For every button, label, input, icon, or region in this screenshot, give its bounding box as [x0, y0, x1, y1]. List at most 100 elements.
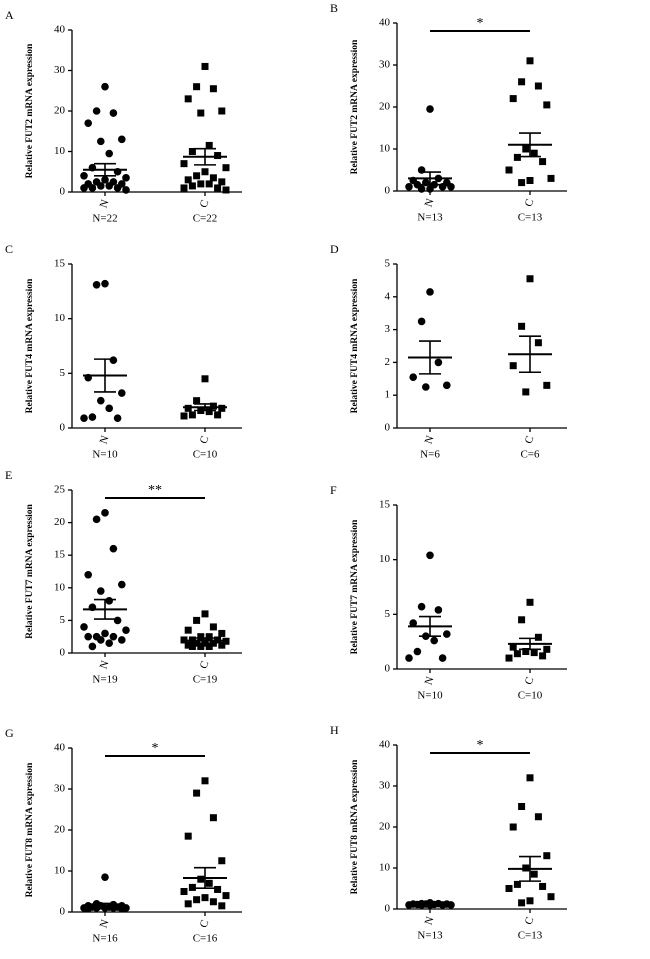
data-point — [184, 626, 192, 634]
data-point — [417, 185, 426, 193]
data-point — [197, 875, 205, 883]
y-tick-label: 10 — [379, 862, 391, 874]
data-point — [422, 383, 430, 391]
x-tick-label: N — [98, 198, 112, 210]
data-point — [509, 643, 517, 651]
data-point — [222, 892, 230, 900]
data-point — [522, 388, 530, 396]
data-point — [218, 107, 226, 115]
data-point — [197, 180, 205, 188]
data-point — [426, 105, 434, 113]
x-tick-label: C — [198, 918, 212, 929]
panel-label: F — [330, 483, 337, 497]
group-label: C=13 — [518, 930, 543, 942]
data-point — [513, 650, 521, 658]
data-point — [101, 82, 109, 91]
data-point — [84, 570, 92, 579]
data-point — [426, 551, 434, 560]
data-point — [188, 642, 196, 650]
data-point — [426, 288, 434, 296]
data-point — [184, 95, 192, 103]
data-point — [218, 404, 226, 412]
group-label: C=19 — [193, 674, 218, 686]
data-point — [539, 158, 547, 166]
x-tick-label: C — [523, 197, 537, 208]
y-tick-label: 15 — [54, 258, 66, 270]
data-point — [518, 179, 526, 187]
data-point — [543, 381, 551, 389]
data-point — [113, 414, 122, 422]
y-tick-label: 0 — [385, 185, 391, 197]
data-point — [105, 597, 113, 605]
data-point — [193, 83, 201, 91]
y-tick-label: 0 — [60, 647, 66, 659]
data-point — [214, 411, 222, 419]
y-tick-label: 0 — [60, 186, 66, 198]
data-point — [113, 616, 122, 625]
y-tick-label: 20 — [54, 516, 66, 528]
data-point — [201, 777, 209, 785]
y-tick-label: 30 — [54, 64, 66, 76]
panel-label: C — [5, 242, 13, 256]
data-point — [543, 101, 551, 109]
x-tick-label: N — [423, 434, 437, 446]
data-point — [513, 880, 521, 888]
data-point — [430, 636, 439, 645]
y-tick-label: 0 — [60, 422, 66, 434]
data-point — [118, 389, 126, 397]
significance-label: ** — [148, 483, 162, 498]
data-point — [118, 135, 126, 144]
data-point — [88, 642, 97, 651]
data-point — [426, 185, 434, 193]
x-tick-label: C — [198, 659, 212, 670]
y-tick-label: 0 — [385, 422, 391, 434]
data-point — [209, 623, 217, 631]
data-point — [543, 852, 551, 860]
data-point — [180, 160, 188, 168]
data-point — [526, 275, 534, 283]
data-point — [188, 148, 196, 155]
y-tick-label: 30 — [379, 59, 391, 71]
y-tick-label: 40 — [379, 17, 391, 29]
x-tick-label: C — [198, 198, 212, 209]
y-tick-label: 25 — [54, 484, 66, 496]
data-point — [184, 832, 192, 840]
data-point — [209, 898, 217, 906]
data-point — [409, 373, 418, 381]
y-tick-label: 10 — [54, 312, 66, 324]
y-tick-label: 15 — [379, 499, 391, 511]
y-tick-label: 20 — [54, 105, 66, 117]
y-tick-label: 20 — [54, 824, 66, 836]
y-tick-label: 20 — [379, 101, 391, 113]
data-point — [522, 145, 530, 153]
data-point — [222, 164, 230, 172]
y-tick-label: 40 — [379, 739, 391, 751]
data-point — [447, 183, 455, 191]
x-tick-label: N — [423, 915, 437, 927]
data-point — [109, 632, 118, 641]
x-tick-label: N — [98, 659, 112, 671]
data-point — [92, 280, 101, 289]
y-tick-label: 5 — [385, 608, 391, 620]
data-point — [509, 362, 517, 370]
data-point — [180, 184, 188, 192]
data-point — [434, 358, 443, 367]
data-point — [513, 153, 521, 161]
data-point — [534, 82, 542, 90]
data-point — [218, 629, 226, 637]
data-point — [193, 397, 201, 405]
data-point — [201, 62, 209, 70]
data-point — [518, 616, 526, 624]
panel-label: B — [330, 1, 338, 15]
data-point — [201, 894, 209, 902]
data-point — [518, 899, 526, 907]
group-label: C=10 — [518, 690, 543, 702]
data-point — [443, 630, 451, 638]
data-point — [113, 184, 122, 192]
data-point — [539, 652, 547, 660]
y-axis-label: Relative FUT8 mRNA expression — [350, 759, 360, 894]
group-label: C=10 — [193, 449, 218, 461]
significance-label: * — [477, 16, 484, 31]
data-point — [109, 109, 118, 117]
data-point — [518, 803, 526, 810]
